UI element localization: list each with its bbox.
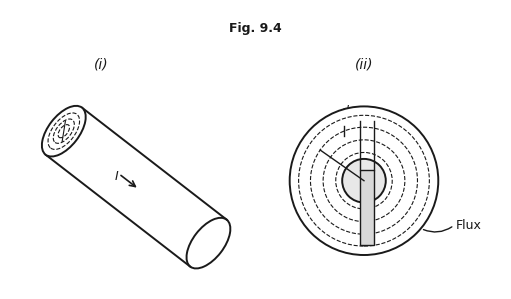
Text: Fig. 9.4: Fig. 9.4	[228, 22, 282, 35]
Text: (ii): (ii)	[355, 58, 373, 72]
Circle shape	[290, 106, 438, 255]
Text: r: r	[350, 158, 355, 170]
Circle shape	[342, 159, 386, 202]
Polygon shape	[45, 108, 227, 267]
Text: dx: dx	[340, 105, 356, 118]
Text: x: x	[365, 132, 373, 146]
Bar	[360, 170, 374, 245]
Ellipse shape	[42, 106, 86, 156]
Text: (i): (i)	[94, 58, 109, 72]
Text: Flux: Flux	[456, 219, 482, 232]
Text: I: I	[115, 170, 119, 183]
Ellipse shape	[187, 218, 230, 269]
